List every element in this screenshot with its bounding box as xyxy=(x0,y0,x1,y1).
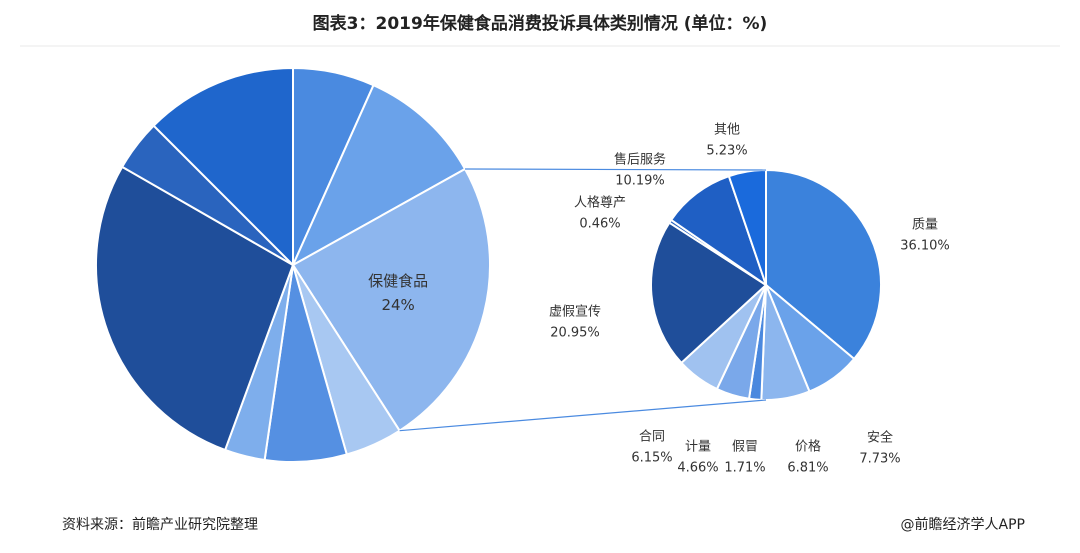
slice-label: 售后服务 xyxy=(614,152,666,168)
pie-slice xyxy=(291,167,491,433)
value-label: 24% xyxy=(381,296,414,314)
pie-slice xyxy=(152,66,294,268)
value-label: 20.95% xyxy=(550,326,600,341)
slice-label: 价格 xyxy=(795,439,821,455)
connector xyxy=(465,168,767,171)
value-label: 10.19% xyxy=(615,174,665,189)
slice-label: 其他 xyxy=(714,123,740,138)
credit: @前瞻经济学人APP xyxy=(901,516,1025,533)
pie-slice xyxy=(765,168,882,361)
slice-label: 假冒 xyxy=(732,440,758,455)
slice-label: 合同 xyxy=(639,430,665,445)
value-label: 36.10% xyxy=(900,239,950,254)
value-label: 1.71% xyxy=(724,461,765,476)
value-label: 0.46% xyxy=(579,217,620,232)
slice-label: 人格尊产 xyxy=(574,195,626,211)
pie-slice xyxy=(669,174,768,288)
slice-label: 质量 xyxy=(912,218,938,233)
slice-label: 安全 xyxy=(867,430,893,446)
connector xyxy=(399,399,767,432)
pie-slice xyxy=(290,83,467,268)
slice-label: 保健食品 xyxy=(368,272,428,290)
pie-slice xyxy=(650,221,768,365)
slice-label: 计量 xyxy=(685,440,711,455)
value-label: 4.66% xyxy=(677,461,718,476)
chart-title: 图表3：2019年保健食品消费投诉具体类别情况 (单位：%) xyxy=(313,13,768,34)
source: 资料来源：前瞻产业研究院整理 xyxy=(62,516,258,533)
value-label: 7.73% xyxy=(859,452,900,467)
value-label: 5.23% xyxy=(706,144,747,159)
value-label: 6.15% xyxy=(631,451,672,466)
value-label: 6.81% xyxy=(787,461,828,476)
slice-label: 虚假宣传 xyxy=(549,304,601,320)
